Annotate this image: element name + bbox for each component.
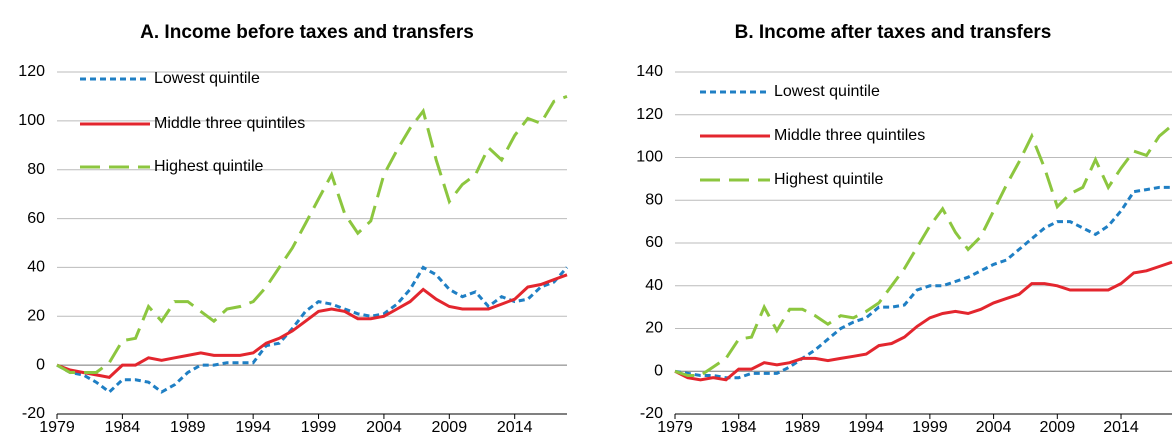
y-tick-label: 100 bbox=[18, 112, 45, 129]
y-tick-label: 40 bbox=[27, 259, 45, 276]
y-tick-label: 120 bbox=[18, 63, 45, 80]
x-tick-label: 1994 bbox=[235, 419, 271, 436]
x-tick-label: 1979 bbox=[657, 419, 693, 436]
y-tick-label: -20 bbox=[640, 405, 663, 422]
y-tick-label: -20 bbox=[22, 405, 45, 422]
legend-label: Lowest quintile bbox=[154, 70, 260, 87]
legend-label: Highest quintile bbox=[774, 171, 884, 188]
x-tick-label: 2004 bbox=[976, 419, 1012, 436]
legend-label: Middle three quintiles bbox=[154, 115, 305, 132]
x-tick-label: 1989 bbox=[785, 419, 821, 436]
legend-label: Lowest quintile bbox=[774, 83, 880, 100]
x-tick-label: 1999 bbox=[912, 419, 948, 436]
y-tick-label: 0 bbox=[654, 362, 663, 379]
x-tick-label: 2009 bbox=[432, 419, 468, 436]
x-tick-label: 1994 bbox=[848, 419, 884, 436]
chart-title: A. Income before taxes and transfers bbox=[140, 22, 474, 43]
legend-label: Highest quintile bbox=[154, 158, 264, 175]
y-tick-label: 80 bbox=[27, 161, 45, 178]
x-tick-label: 1984 bbox=[105, 419, 141, 436]
line bbox=[674, 260, 1173, 382]
y-tick-label: 40 bbox=[645, 277, 663, 294]
chart-title: B. Income after taxes and transfers bbox=[735, 22, 1052, 43]
line bbox=[56, 94, 568, 374]
y-tick-label: 140 bbox=[636, 63, 663, 80]
x-tick-label: 2014 bbox=[497, 419, 533, 436]
y-tick-label: 0 bbox=[36, 356, 45, 373]
x-tick-label: 2014 bbox=[1103, 419, 1139, 436]
line bbox=[674, 124, 1173, 377]
x-tick-label: 1989 bbox=[170, 419, 206, 436]
y-tick-label: 60 bbox=[27, 210, 45, 227]
y-tick-label: 20 bbox=[27, 308, 45, 325]
y-tick-label: 80 bbox=[645, 191, 663, 208]
line bbox=[56, 273, 568, 380]
x-tick-label: 2004 bbox=[366, 419, 402, 436]
x-tick-label: 1979 bbox=[39, 419, 75, 436]
legend-label: Middle three quintiles bbox=[774, 127, 925, 144]
y-tick-label: 20 bbox=[645, 320, 663, 337]
y-tick-label: 120 bbox=[636, 106, 663, 123]
line bbox=[674, 185, 1172, 380]
x-tick-label: 1999 bbox=[301, 419, 337, 436]
y-tick-label: 60 bbox=[645, 234, 663, 251]
x-tick-label: 2009 bbox=[1040, 419, 1076, 436]
x-tick-label: 1984 bbox=[721, 419, 757, 436]
y-tick-label: 100 bbox=[636, 149, 663, 166]
line bbox=[56, 265, 569, 394]
